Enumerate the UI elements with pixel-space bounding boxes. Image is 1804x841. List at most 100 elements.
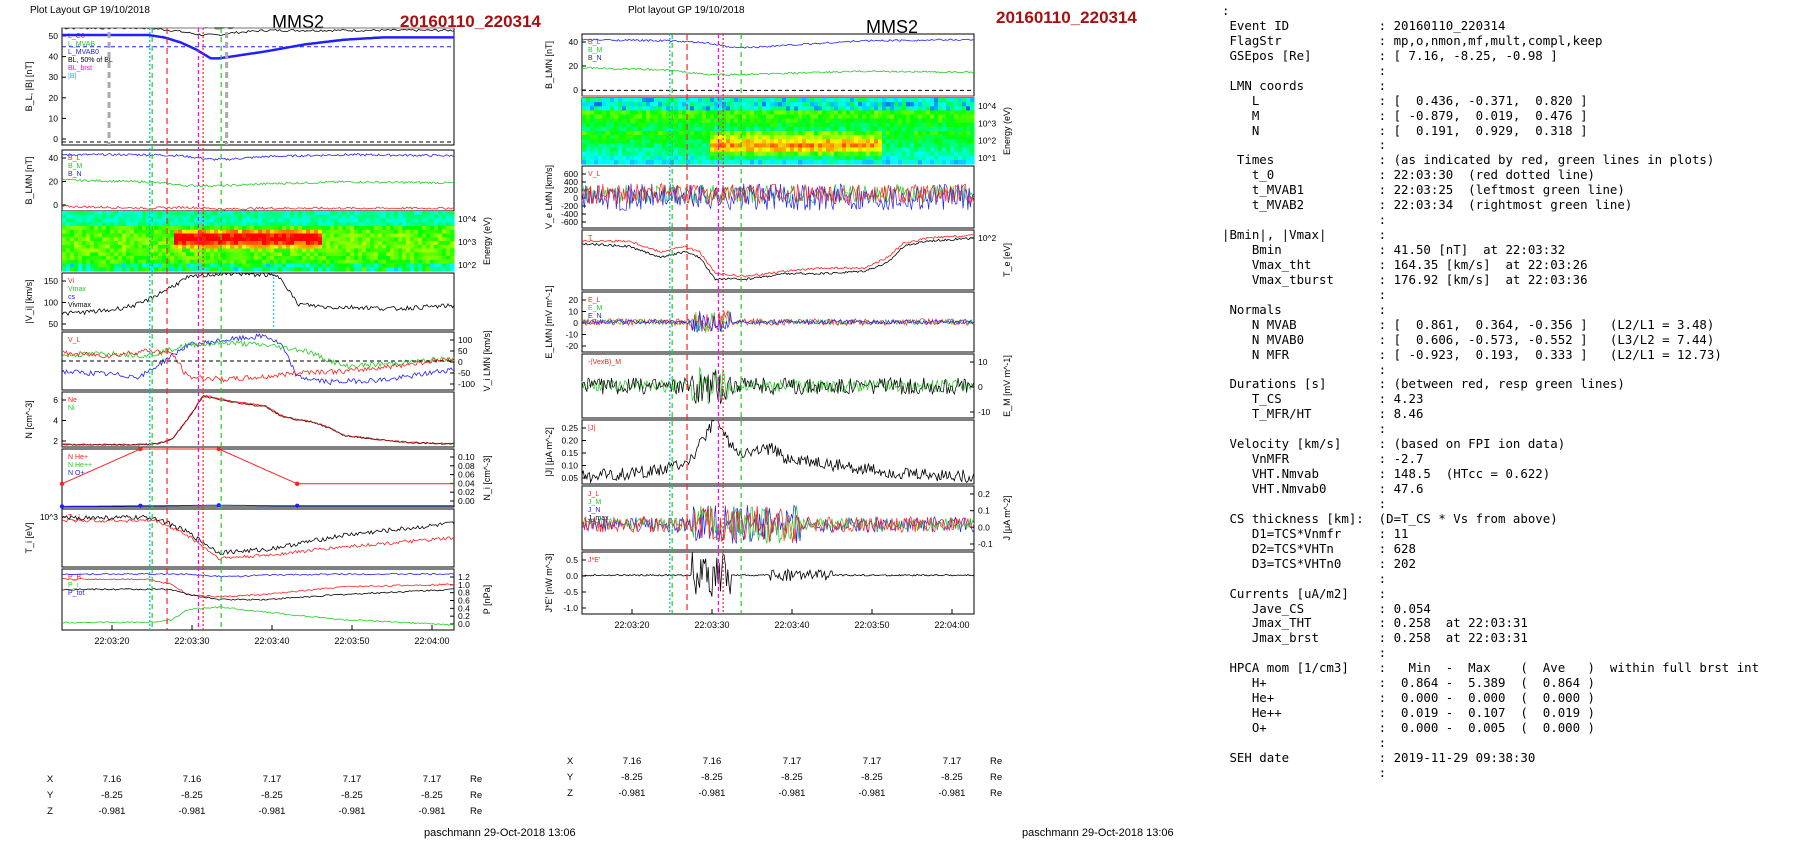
mid-legend-entry: J*E' xyxy=(588,557,600,564)
electron-spectrogram-pixel xyxy=(802,159,807,165)
electron-spectrogram-pixel xyxy=(874,151,879,157)
ion-spectrogram-pixel xyxy=(142,263,147,268)
ion-spectrogram-pixel xyxy=(74,222,79,227)
ion-spectrogram-pixel xyxy=(378,233,383,238)
ion-spectrogram-pixel xyxy=(446,226,451,231)
ion-spectrogram-pixel xyxy=(222,222,227,227)
electron-spectrogram-pixel xyxy=(934,106,939,111)
ion-spectrogram-pixel xyxy=(286,233,291,238)
ion-spectrogram-pixel xyxy=(318,241,323,246)
electron-spectrogram-pixel xyxy=(862,135,867,140)
mid-ylabel: E_M [mV m^-1] xyxy=(1002,355,1012,417)
mid-tick-label: 400 xyxy=(564,177,578,187)
electron-spectrogram-pixel xyxy=(970,118,975,124)
electron-spectrogram-pixel xyxy=(878,126,883,132)
electron-spectrogram-pixel xyxy=(970,102,975,107)
ion-spectrogram-pixel xyxy=(182,259,187,265)
left-tick-label: 100 xyxy=(44,298,58,308)
ion-spectrogram-pixel xyxy=(66,259,71,265)
ion-spectrogram-pixel xyxy=(358,237,363,242)
electron-spectrogram-pixel xyxy=(702,135,707,140)
ion-spectrogram-pixel xyxy=(66,248,71,253)
ion-spectrogram-pixel xyxy=(426,263,431,268)
ion-spectrogram-pixel xyxy=(390,248,395,253)
ion-spectrogram-pixel xyxy=(166,256,171,261)
electron-spectrogram-pixel xyxy=(682,131,687,136)
electron-spectrogram-pixel xyxy=(702,151,707,157)
electron-spectrogram-pixel xyxy=(754,143,759,149)
electron-spectrogram-pixel xyxy=(614,139,619,144)
ion-spectrogram-pixel xyxy=(302,229,307,235)
electron-spectrogram-pixel xyxy=(722,159,727,165)
electron-spectrogram-pixel xyxy=(934,118,939,124)
electron-spectrogram-pixel xyxy=(678,159,683,165)
ion-spectrogram-pixel xyxy=(86,214,91,220)
electron-spectrogram-pixel xyxy=(706,122,711,128)
mid-tick-label: 20 xyxy=(569,61,579,71)
electron-spectrogram-pixel xyxy=(822,110,827,116)
electron-spectrogram-pixel xyxy=(774,151,779,157)
electron-spectrogram-pixel xyxy=(778,126,783,132)
electron-spectrogram-pixel xyxy=(802,131,807,136)
electron-spectrogram-pixel xyxy=(750,159,755,165)
ion-spectrogram-pixel xyxy=(438,237,443,242)
electron-spectrogram-pixel xyxy=(606,151,611,157)
electron-spectrogram-pixel xyxy=(774,106,779,111)
ion-spectrogram-pixel xyxy=(418,259,423,265)
ion-spectrogram-pixel xyxy=(158,259,163,265)
ion-spectrogram-pixel xyxy=(370,237,375,242)
electron-spectrogram-pixel xyxy=(634,122,639,128)
ion-spectrogram-pixel xyxy=(234,214,239,220)
ion-spectrogram-pixel xyxy=(242,267,247,272)
point-N O+ xyxy=(295,503,300,508)
ion-spectrogram-pixel xyxy=(414,226,419,231)
ion-spectrogram-pixel xyxy=(198,211,203,216)
ion-spectrogram-pixel xyxy=(282,248,287,253)
ion-spectrogram-pixel xyxy=(334,248,339,253)
ion-spectrogram-pixel xyxy=(374,256,379,261)
electron-spectrogram-pixel xyxy=(742,135,747,140)
ion-spectrogram-pixel xyxy=(262,267,267,272)
ion-spectrogram-pixel xyxy=(438,222,443,227)
electron-spectrogram-pixel xyxy=(802,110,807,116)
ion-spectrogram-pixel xyxy=(190,259,195,265)
ion-spectrogram-pixel xyxy=(178,259,183,265)
electron-spectrogram-pixel xyxy=(894,102,899,107)
ion-spectrogram-pixel xyxy=(226,211,231,216)
electron-spectrogram-pixel xyxy=(854,131,859,136)
ion-spectrogram-pixel xyxy=(274,259,279,265)
electron-spectrogram-pixel xyxy=(746,143,751,149)
electron-spectrogram-pixel xyxy=(970,159,975,165)
electron-spectrogram-pixel xyxy=(670,139,675,144)
left-panel-8: 10^3T_i [eV]T_⊥ xyxy=(24,508,455,568)
ion-spectrogram-pixel xyxy=(338,244,343,250)
ion-spectrogram-pixel xyxy=(354,256,359,261)
ion-spectrogram-pixel xyxy=(242,252,247,257)
ion-spectrogram-pixel xyxy=(102,267,107,272)
point-N O+ xyxy=(216,503,221,508)
electron-spectrogram-pixel xyxy=(790,159,795,165)
electron-spectrogram-pixel xyxy=(586,139,591,144)
electron-spectrogram-pixel xyxy=(698,98,703,103)
series-P_i xyxy=(61,588,455,601)
ion-spectrogram-pixel xyxy=(406,226,411,231)
electron-spectrogram-pixel xyxy=(854,110,859,116)
electron-spectrogram-pixel xyxy=(658,155,663,161)
electron-spectrogram-pixel xyxy=(922,147,927,153)
ion-spectrogram-pixel xyxy=(258,226,263,231)
mid-panel-7: 0.250.200.150.100.05|J| [μA m^-2] |J| xyxy=(544,419,975,485)
electron-spectrogram-pixel xyxy=(682,118,687,124)
electron-spectrogram-pixel xyxy=(646,131,651,136)
ion-spectrogram-pixel xyxy=(310,226,315,231)
electron-spectrogram-pixel xyxy=(918,122,923,128)
ion-spectrogram-pixel xyxy=(334,256,339,261)
mid-legend-entry: B_L xyxy=(588,39,601,46)
left-ylabel: Energy (eV) xyxy=(482,217,492,265)
ion-spectrogram-pixel xyxy=(226,263,231,268)
ion-spectrogram-pixel xyxy=(106,222,111,227)
ion-spectrogram-pixel xyxy=(202,248,207,253)
electron-spectrogram-pixel xyxy=(746,106,751,111)
electron-spectrogram-pixel xyxy=(850,155,855,161)
ion-spectrogram-pixel xyxy=(174,248,179,253)
electron-spectrogram-pixel xyxy=(970,135,975,140)
